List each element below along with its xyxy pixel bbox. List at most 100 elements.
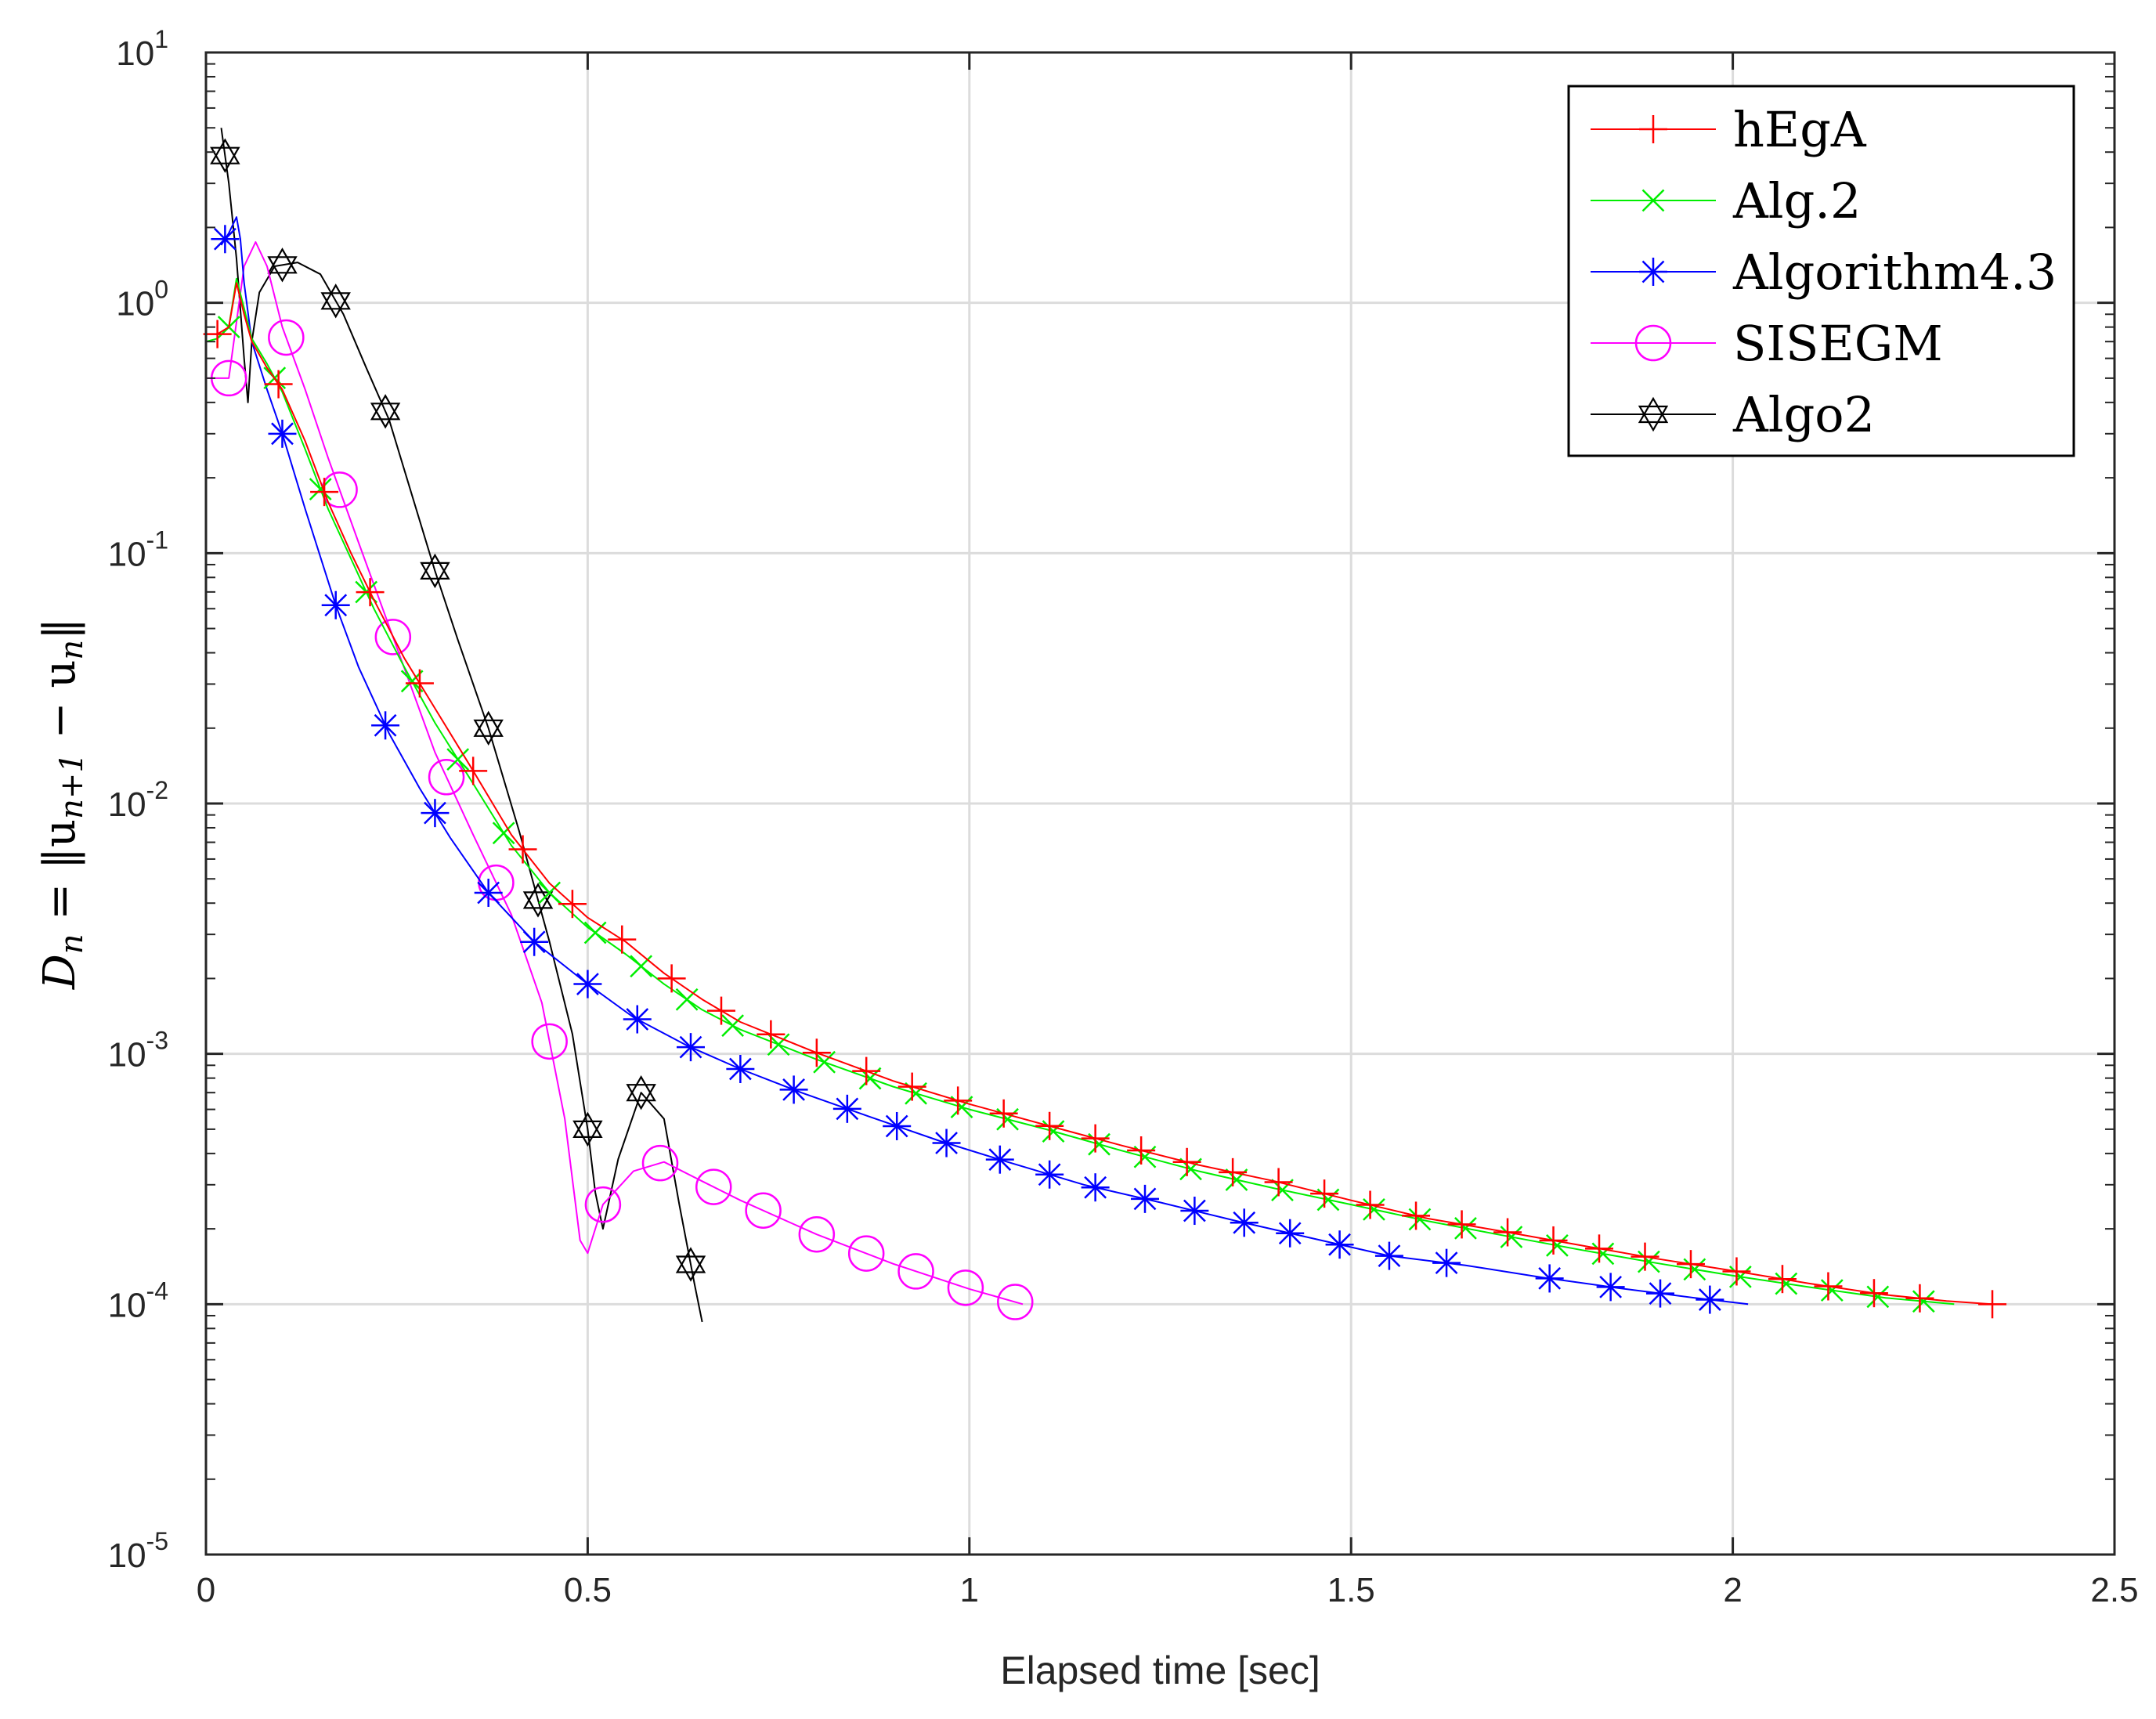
marker — [421, 799, 450, 828]
marker-stroke — [374, 713, 397, 737]
marker — [428, 759, 465, 796]
legend-item: Algorithm4.3 — [1591, 244, 2057, 301]
x-tick-label: 2.5 — [2090, 1571, 2138, 1609]
marker-stroke — [446, 748, 470, 771]
marker — [268, 319, 305, 356]
x-tick-label: 1 — [960, 1571, 979, 1609]
marker-stroke — [997, 1284, 1034, 1320]
marker — [706, 996, 735, 1025]
marker — [1696, 1285, 1724, 1314]
marker-stroke — [420, 562, 450, 589]
marker-stroke — [522, 930, 546, 954]
marker — [997, 1284, 1034, 1320]
marker-stroke — [1698, 1288, 1721, 1311]
marker-stroke — [1683, 1258, 1706, 1281]
legend-label: SISEGM — [1733, 315, 1943, 372]
marker-stroke — [847, 1235, 885, 1272]
marker — [779, 1075, 808, 1104]
legend-item: Algo2 — [1591, 386, 1875, 443]
marker — [531, 1023, 568, 1060]
marker-stroke — [473, 719, 504, 746]
marker — [264, 370, 293, 399]
marker — [1172, 1147, 1201, 1176]
marker — [1859, 1279, 1888, 1308]
marker-stroke — [492, 822, 515, 845]
marker-stroke — [675, 1255, 706, 1282]
marker-stroke — [210, 138, 240, 164]
marker — [370, 394, 401, 429]
y-label-end: − u — [34, 660, 85, 753]
marker-stroke — [320, 283, 351, 310]
marker-stroke — [1649, 1282, 1672, 1305]
y-label-middle: = ‖u — [34, 819, 85, 934]
marker-stroke — [420, 553, 450, 580]
marker-stroke — [1088, 1132, 1111, 1156]
marker-stroke — [947, 1269, 984, 1306]
x-axis-label: Elapsed time [sec] — [1000, 1649, 1320, 1692]
marker — [1775, 1272, 1798, 1295]
marker-stroke — [1591, 1242, 1615, 1266]
marker — [583, 921, 607, 944]
marker-stroke — [745, 1192, 782, 1229]
marker-stroke — [721, 1014, 744, 1038]
marker — [1912, 1290, 1935, 1313]
marker-stroke — [695, 1168, 732, 1205]
marker — [897, 1072, 926, 1101]
marker — [721, 1014, 744, 1038]
marker — [1546, 1233, 1569, 1257]
marker — [1596, 1273, 1625, 1302]
marker-stroke — [1866, 1285, 1890, 1309]
marker — [1356, 1190, 1385, 1219]
marker — [558, 890, 587, 919]
marker — [1639, 258, 1667, 286]
series-hega — [203, 282, 2007, 1319]
marker-stroke — [1641, 260, 1665, 283]
marker — [630, 955, 653, 978]
marker-stroke — [213, 227, 237, 251]
marker — [947, 1269, 984, 1306]
marker — [1264, 1168, 1293, 1197]
marker — [446, 748, 470, 771]
marker-stroke — [1728, 1265, 1752, 1288]
marker — [657, 964, 686, 993]
marker — [798, 1215, 836, 1253]
y-label-sub-n1: n+1 — [54, 753, 90, 819]
y-tick-label: 10-5 — [108, 1527, 168, 1575]
marker — [1539, 1226, 1568, 1255]
marker — [1447, 1210, 1476, 1239]
marker-stroke — [538, 881, 562, 905]
x-tick-label: 0.5 — [564, 1571, 612, 1609]
marker — [1493, 1218, 1522, 1247]
marker-stroke — [576, 973, 599, 995]
marker — [745, 1192, 782, 1229]
marker — [1402, 1201, 1431, 1230]
marker — [1728, 1265, 1752, 1288]
marker — [1722, 1257, 1751, 1286]
legend-label: Alg.2 — [1732, 172, 1861, 229]
marker — [676, 1033, 705, 1062]
marker — [310, 478, 339, 507]
marker — [492, 822, 515, 845]
marker — [1432, 1248, 1461, 1277]
marker-stroke — [1638, 405, 1669, 432]
marker — [572, 1111, 603, 1147]
marker-stroke — [798, 1215, 836, 1253]
marker — [1035, 1160, 1064, 1189]
ticks: 0 0.5 1 1.5 2 2.5 10-5 10-4 10-3 10-2 10-1 100 101 — [108, 25, 2139, 1609]
marker — [538, 881, 562, 905]
marker — [1637, 1250, 1660, 1273]
marker-stroke — [1038, 1163, 1061, 1186]
marker-stroke — [813, 1050, 836, 1074]
marker — [508, 835, 537, 864]
marker-stroke — [626, 1075, 656, 1102]
marker-stroke — [1363, 1198, 1385, 1221]
legend-label: hEgA — [1733, 101, 1867, 158]
marker — [520, 927, 549, 956]
y-axis-label: Dn = ‖un+1 − un‖ — [34, 618, 90, 990]
marker — [847, 1235, 885, 1272]
marker — [1035, 1111, 1064, 1140]
legend-item: SISEGM — [1591, 315, 1943, 372]
marker-stroke — [522, 891, 554, 918]
marker — [1866, 1285, 1890, 1309]
marker — [420, 553, 450, 589]
